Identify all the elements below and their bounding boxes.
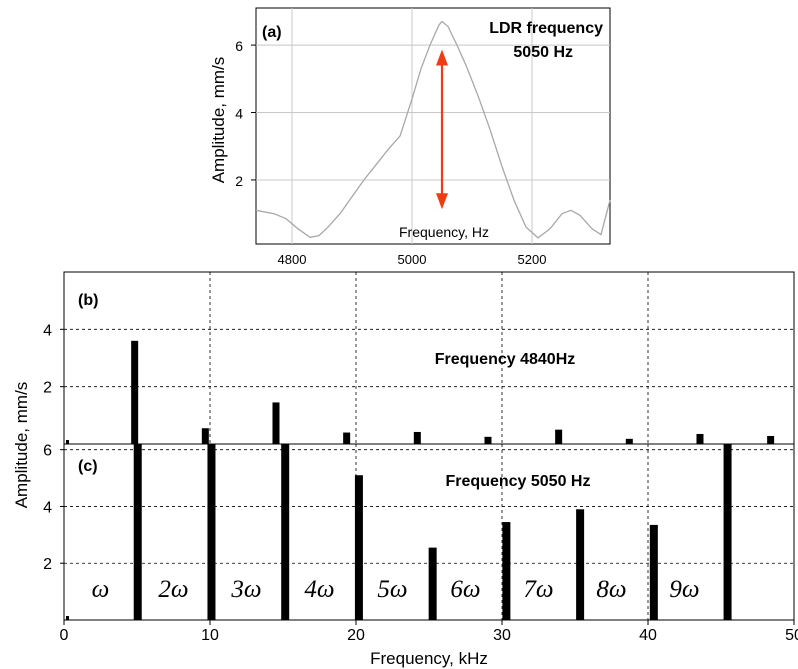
panel-c-harmonic-labels: ω 2ω 3ω 4ω 5ω 6ω 7ω 8ω 9ω — [92, 576, 700, 603]
panel-a-y-tick-label: 6 — [235, 38, 243, 54]
panel-b-bar — [343, 432, 351, 444]
panel-b-annotation: Frequency 4840Hz — [435, 351, 576, 368]
panel-c-bar — [576, 509, 585, 620]
panel-c-bar — [133, 444, 142, 620]
panel-a-ticks: 4800 5000 5200 2 4 6 — [235, 38, 546, 267]
panel-b-y-tick-label: 4 — [43, 322, 52, 339]
panel-c-x-axis-label: Frequency, kHz — [370, 649, 488, 668]
panel-b-label: (b) — [78, 292, 98, 309]
panel-b-bars — [66, 340, 775, 444]
panel-c-bar — [354, 475, 363, 620]
panel-c-x-tick-label: 0 — [60, 627, 69, 644]
panel-b-bar — [767, 435, 775, 444]
panel-c-chart: ω 2ω 3ω 4ω 5ω 6ω 7ω 8ω 9ω 2 4 6 0 10 20 30 40 50 (c) Fre… — [12, 382, 798, 668]
panel-a-x-tick-label: 5200 — [518, 252, 547, 267]
panel-c-x-tick-label: 30 — [493, 627, 511, 644]
panel-c-bars — [66, 444, 732, 620]
panel-a-y-tick-label: 2 — [235, 173, 243, 189]
panel-c-y-tick-label: 4 — [43, 499, 52, 516]
panel-a-chart: 4800 5000 5200 2 4 6 (a) LDR frequency 5050 H… — [209, 7, 611, 267]
panel-a-x-tick-label: 4800 — [278, 252, 307, 267]
panel-b-bar — [131, 340, 139, 444]
panel-c-x-tick-label: 50 — [785, 627, 798, 644]
panel-a-amplitude-line — [255, 20, 611, 239]
panel-b-bar — [625, 438, 633, 444]
panel-a-ldr-arrow — [436, 49, 448, 210]
panel-b-dc-bar — [66, 440, 69, 444]
panel-c-y-tick-label: 2 — [43, 556, 52, 573]
panel-a-label: (a) — [262, 24, 282, 41]
panel-c-label: (c) — [78, 458, 98, 475]
panel-a-arrow-head-down — [436, 193, 448, 210]
panel-a-plot-area — [255, 7, 611, 245]
panel-c-harmonic-label: 6ω — [450, 576, 480, 603]
panel-c-annotation: Frequency 5050 Hz — [446, 473, 591, 490]
panel-c-harmonic-label: 3ω — [230, 576, 261, 603]
panel-c-bar — [723, 444, 732, 620]
panel-a-x-axis-label: Frequency, Hz — [399, 224, 489, 240]
panel-a-arrow-head-up — [436, 49, 448, 66]
panel-b-bar — [484, 436, 492, 444]
panel-c-x-tick-label: 40 — [639, 627, 657, 644]
panel-c-bar — [502, 522, 511, 620]
panel-b-bar — [413, 431, 421, 444]
panel-a-annotation-line1: LDR frequency — [489, 20, 603, 37]
panel-a-x-tick-label: 5000 — [398, 252, 427, 267]
panel-a-gridlines — [256, 8, 610, 244]
panel-b-bar — [201, 428, 209, 444]
panel-c-bar — [649, 524, 658, 620]
panel-b-y-tick-label: 2 — [43, 380, 52, 397]
panel-c-bar — [428, 547, 437, 620]
panel-c-dc-bar — [66, 616, 69, 620]
panel-a-y-axis-label: Amplitude, mm/s — [209, 57, 228, 184]
panel-b-bar — [555, 429, 563, 444]
panel-c-y-tick-label: 6 — [43, 443, 52, 460]
panel-b-chart: 24 (b) Frequency 4840Hz — [43, 271, 795, 445]
panel-b-ticks: 24 — [43, 322, 64, 397]
panel-c-bar — [207, 444, 216, 620]
panel-c-x-tick-label: 10 — [201, 627, 219, 644]
panel-c-harmonic-label: 8ω — [596, 576, 626, 603]
panel-a-annotation-line2: 5050 Hz — [513, 44, 573, 61]
panel-c-harmonic-label: 9ω — [669, 576, 699, 603]
panel-c-harmonic-label: ω — [92, 576, 110, 603]
panel-c-ticks: 2 4 6 0 10 20 30 40 50 — [43, 443, 798, 644]
panel-c-harmonic-label: 7ω — [523, 576, 553, 603]
panel-b-bar — [272, 402, 280, 444]
panel-b-gridlines — [64, 272, 794, 444]
panel-c-harmonic-label: 2ω — [158, 576, 188, 603]
panel-c-harmonic-label: 4ω — [304, 576, 334, 603]
panel-c-x-tick-label: 20 — [347, 627, 365, 644]
panel-c-bar — [281, 444, 290, 620]
panel-a-y-tick-label: 4 — [235, 106, 243, 122]
panel-b-plot-area — [63, 271, 795, 445]
panel-c-harmonic-label: 5ω — [377, 576, 407, 603]
panel-c-y-axis-label: Amplitude, mm/s — [12, 382, 31, 509]
panel-b-bar — [696, 433, 704, 444]
